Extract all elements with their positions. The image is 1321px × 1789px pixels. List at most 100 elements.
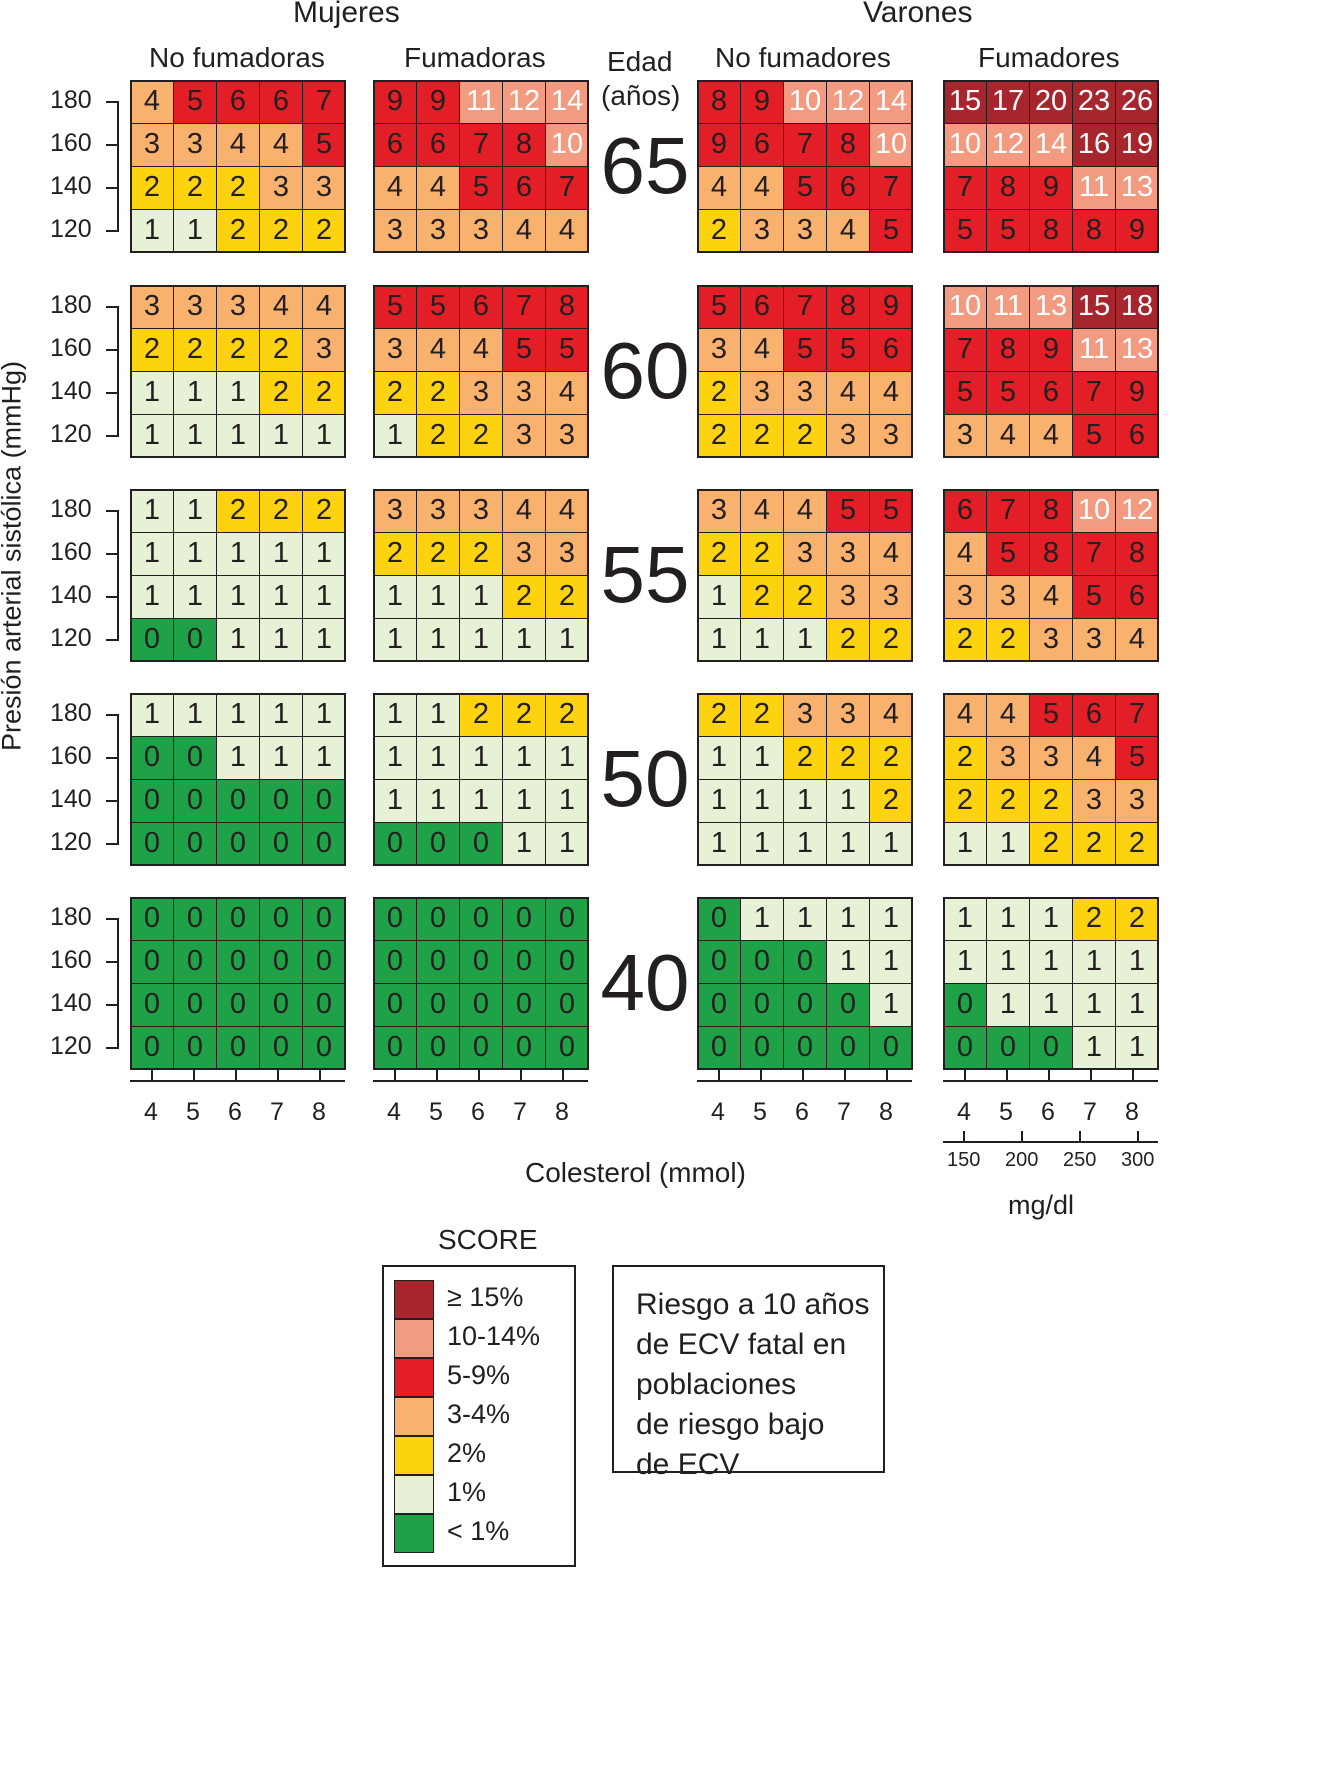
score-cell: 2 — [826, 736, 870, 780]
score-cell: 9 — [1029, 166, 1073, 210]
score-cell: 1 — [697, 736, 741, 780]
score-cell: 11 — [1072, 166, 1116, 210]
score-cell: 0 — [216, 940, 260, 984]
score-cell: 1 — [130, 575, 174, 619]
score-cell: 7 — [783, 123, 827, 167]
score-cell: 1 — [1029, 897, 1073, 941]
score-cell: 17 — [986, 80, 1030, 124]
x-axis-line — [943, 1080, 1158, 1082]
score-cell: 2 — [173, 166, 217, 210]
x-tick — [760, 1070, 762, 1080]
score-cell: 0 — [259, 897, 303, 941]
x-tick — [235, 1070, 237, 1080]
score-cell: 2 — [302, 489, 346, 533]
score-cell: 20 — [1029, 80, 1073, 124]
legend-swatch — [394, 1358, 434, 1397]
x-tick-label: 4 — [711, 1098, 725, 1126]
score-cell: 6 — [1115, 575, 1159, 619]
legend-title: SCORE — [438, 1224, 538, 1255]
x-axis-line — [373, 1080, 588, 1082]
x-axis-line — [130, 1080, 345, 1082]
score-cell: 5 — [1029, 693, 1073, 737]
x-tick-label: 5 — [753, 1098, 767, 1126]
age-label: 55 — [600, 530, 690, 619]
score-cell: 6 — [869, 328, 913, 372]
score-cell: 14 — [1029, 123, 1073, 167]
score-cell: 5 — [697, 285, 741, 329]
y-tick-label: 140 — [50, 989, 92, 1017]
score-cell: 0 — [173, 822, 217, 866]
y-axis-line — [117, 918, 119, 1049]
score-cell: 3 — [783, 371, 827, 415]
x-tick — [151, 1070, 153, 1080]
score-cell: 1 — [740, 618, 784, 662]
x-tick-label: 6 — [228, 1098, 242, 1126]
x-tick-label: 8 — [1125, 1098, 1139, 1126]
y-tick — [106, 187, 118, 189]
y-tick-label: 120 — [50, 624, 92, 652]
score-cell: 1 — [783, 779, 827, 823]
score-cell: 1 — [986, 897, 1030, 941]
score-cell: 0 — [740, 1026, 784, 1070]
score-cell: 1 — [216, 736, 260, 780]
score-cell: 5 — [502, 328, 546, 372]
y-tick-label: 180 — [50, 903, 92, 931]
score-cell: 8 — [1072, 209, 1116, 253]
score-cell: 4 — [373, 166, 417, 210]
score-cell: 6 — [216, 80, 260, 124]
panel-border — [373, 80, 589, 253]
score-cell: 2 — [459, 693, 503, 737]
score-cell: 3 — [783, 693, 827, 737]
legend-label: 10-14% — [447, 1321, 541, 1351]
score-cell: 2 — [1072, 897, 1116, 941]
score-cell: 2 — [869, 618, 913, 662]
score-cell: 0 — [502, 983, 546, 1027]
y-tick-label: 160 — [50, 538, 92, 566]
score-cell: 0 — [216, 897, 260, 941]
score-cell: 4 — [545, 489, 589, 533]
score-cell: 0 — [130, 983, 174, 1027]
score-cell: 1 — [259, 414, 303, 458]
legend-swatch — [394, 1319, 434, 1358]
score-cell: 10 — [1072, 489, 1116, 533]
y-tick-label: 140 — [50, 581, 92, 609]
x-tick — [964, 1070, 966, 1080]
score-cell: 0 — [373, 940, 417, 984]
score-cell: 2 — [869, 736, 913, 780]
y-tick-label: 160 — [50, 334, 92, 362]
legend-label: 3-4% — [447, 1399, 511, 1429]
score-cell: 0 — [545, 1026, 589, 1070]
y-tick-label: 180 — [50, 699, 92, 727]
score-cell: 0 — [416, 1026, 460, 1070]
score-cell: 2 — [373, 371, 417, 415]
score-cell: 2 — [130, 166, 174, 210]
panel-border — [130, 285, 346, 458]
info-box: Riesgo a 10 años de ECV fatal en poblaci… — [612, 1265, 885, 1481]
score-cell: 7 — [545, 166, 589, 210]
score-cell: 1 — [1029, 940, 1073, 984]
x-tick-label: 8 — [312, 1098, 326, 1126]
x-tick-label: 4 — [957, 1098, 971, 1126]
y-axis-label: Presión arterial sistólica (mmHg) — [0, 360, 27, 752]
y-axis-line — [117, 101, 119, 232]
score-cell: 2 — [869, 779, 913, 823]
score-cell: 3 — [459, 489, 503, 533]
score-cell: 1 — [502, 822, 546, 866]
score-cell: 2 — [697, 209, 741, 253]
score-cell: 0 — [130, 897, 174, 941]
score-cell: 2 — [373, 532, 417, 576]
legend — [382, 1265, 576, 1567]
x-tick — [718, 1070, 720, 1080]
score-cell: 0 — [216, 822, 260, 866]
x-tick-label: 7 — [837, 1098, 851, 1126]
x-tick-label: 5 — [429, 1098, 443, 1126]
panel-border — [943, 285, 1159, 458]
score-cell: 0 — [783, 940, 827, 984]
y-tick-label: 140 — [50, 172, 92, 200]
score-cell: 5 — [416, 285, 460, 329]
x-tick — [1006, 1070, 1008, 1080]
header-men-nonsmokers: No fumadores — [715, 42, 891, 73]
score-cell: 0 — [302, 822, 346, 866]
score-cell: 5 — [943, 371, 987, 415]
legend-label: 2% — [447, 1438, 487, 1468]
